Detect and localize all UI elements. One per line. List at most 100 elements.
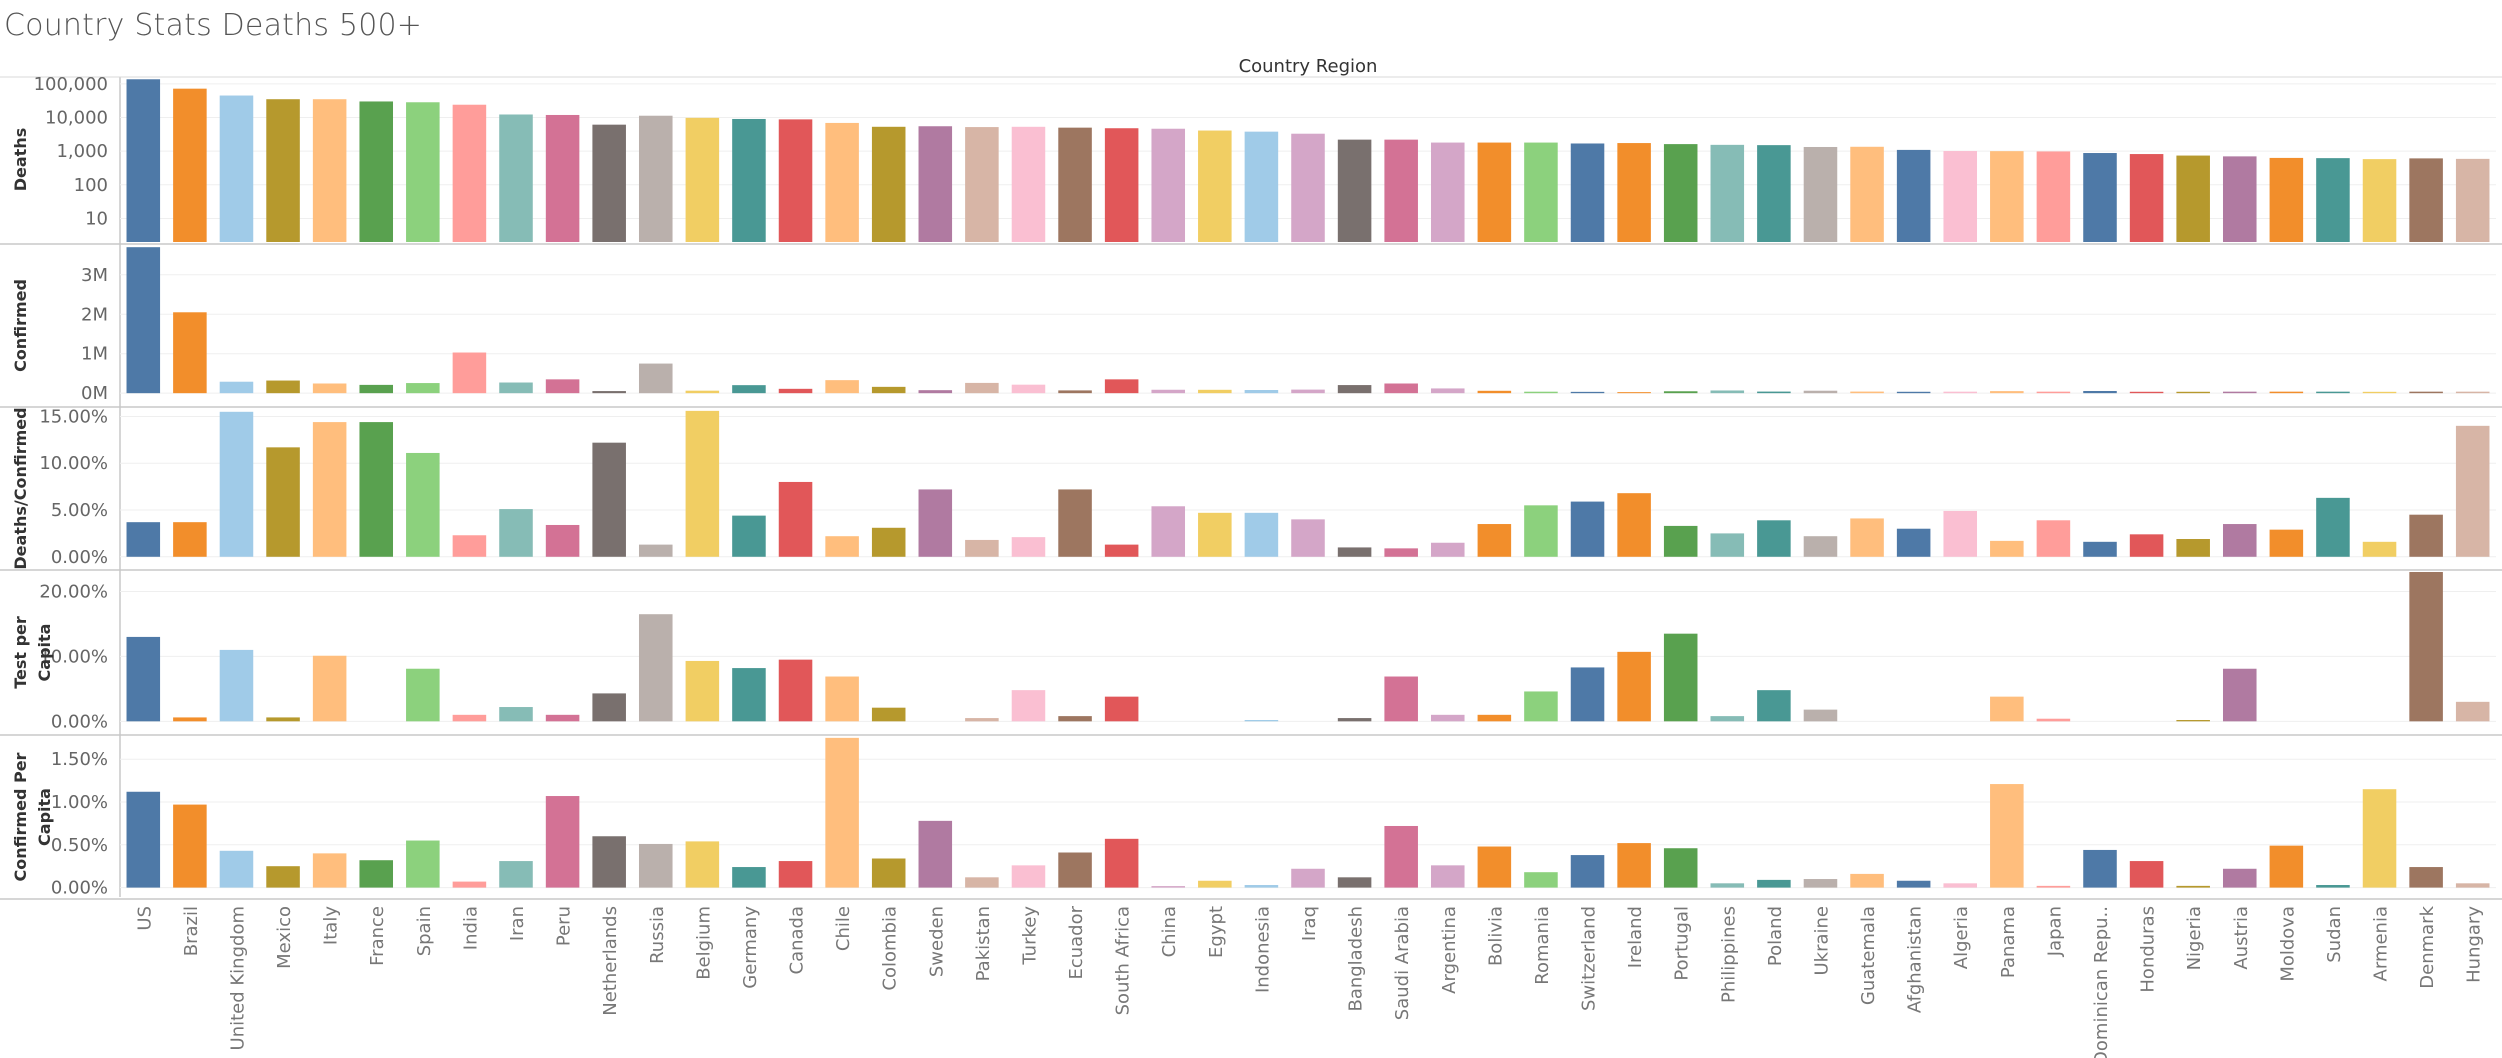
bar-deaths-austria — [2222, 156, 2257, 242]
bar-confirmed-italy — [312, 383, 347, 394]
bar-deaths-belgium — [685, 117, 720, 242]
bar-test-per-capita-japan — [2036, 718, 2071, 722]
bar-test-per-capita-saudi-arabia — [1384, 676, 1418, 722]
bar-deaths-hungary — [2455, 158, 2490, 242]
bar-test-per-capita-pakistan — [965, 718, 999, 722]
bar-confirmed-honduras — [2129, 391, 2164, 394]
bar-confirmed-per-capita-panama — [1990, 784, 2024, 888]
x-tick-label-china: China — [1159, 906, 1180, 957]
x-tick-label-mexico: Mexico — [274, 906, 295, 969]
bar-confirmed-nigeria — [2176, 391, 2210, 394]
bar-confirmed-moldova — [2269, 391, 2304, 394]
bar-confirmed-per-capita-sweden — [918, 820, 953, 888]
bar-deaths-confirmed-germany — [732, 515, 766, 557]
bar-deaths-canada — [778, 119, 813, 242]
bar-deaths-confirmed-indonesia — [1244, 512, 1279, 557]
bar-confirmed-per-capita-japan — [2036, 885, 2071, 888]
bar-deaths-confirmed-turkey — [1011, 537, 1046, 557]
bar-deaths-mexico — [266, 99, 300, 242]
bar-deaths-confirmed-egypt — [1198, 512, 1232, 557]
bar-confirmed-per-capita-bangladesh — [1337, 877, 1372, 888]
bar-confirmed-india — [452, 352, 487, 394]
bar-deaths-us — [126, 79, 161, 242]
bar-deaths-united-kingdom — [219, 95, 254, 243]
bar-deaths-chile — [825, 122, 859, 242]
bar-confirmed-netherlands — [592, 391, 626, 394]
bar-confirmed-per-capita-afghanistan — [1896, 880, 1931, 888]
bar-test-per-capita-ukraine — [1803, 709, 1838, 722]
bar-deaths-dominican-repu — [2083, 153, 2117, 242]
bar-deaths-iran — [499, 114, 533, 242]
bar-deaths-argentina — [1430, 142, 1465, 242]
bar-test-per-capita-united-kingdom — [219, 649, 254, 722]
bar-confirmed-guatemala — [1850, 391, 1884, 394]
bar-deaths-peru — [545, 114, 580, 242]
bar-confirmed-iran — [499, 382, 533, 394]
x-tick-label-us: US — [134, 906, 155, 931]
y-tick-label: 10.00% — [39, 646, 108, 667]
x-tick-label-brazil: Brazil — [181, 906, 202, 956]
y-tick-label: 2M — [81, 304, 108, 325]
bar-confirmed-mexico — [266, 380, 300, 394]
bar-deaths-romania — [1524, 142, 1558, 242]
x-tick-label-colombia: Colombia — [880, 906, 901, 991]
bar-confirmed-canada — [778, 388, 813, 394]
bar-confirmed-per-capita-peru — [545, 796, 580, 888]
bar-confirmed-per-capita-canada — [778, 861, 813, 888]
bar-deaths-honduras — [2129, 154, 2164, 242]
bar-deaths-confirmed-guatemala — [1850, 518, 1884, 557]
bar-deaths-confirmed-canada — [778, 481, 813, 557]
bar-deaths-sweden — [918, 126, 953, 242]
bar-deaths-japan — [2036, 151, 2071, 242]
bar-confirmed-indonesia — [1244, 390, 1279, 394]
bar-test-per-capita-canada — [778, 659, 813, 722]
bar-deaths-china — [1151, 128, 1186, 242]
bar-deaths-confirmed-denmark — [2409, 514, 2443, 557]
bar-confirmed-per-capita-saudi-arabia — [1384, 825, 1418, 888]
bar-test-per-capita-denmark — [2409, 572, 2443, 722]
bar-deaths-confirmed-ecuador — [1058, 489, 1092, 557]
x-tick-label-spain: Spain — [414, 906, 435, 956]
x-tick-label-saudi-arabia: Saudi Arabia — [1392, 906, 1413, 1020]
bar-confirmed-per-capita-italy — [312, 853, 347, 888]
bar-deaths-confirmed-peru — [545, 524, 580, 557]
bar-deaths-pakistan — [965, 127, 999, 242]
column-header: Country Region — [1238, 56, 1378, 77]
bar-deaths-confirmed-us — [126, 522, 161, 557]
x-tick-label-sweden: Sweden — [926, 906, 947, 977]
y-tick-label: 100,000 — [34, 74, 108, 95]
bar-deaths-ireland — [1617, 143, 1651, 242]
x-tick-label-romania: Romania — [1532, 906, 1553, 985]
bar-confirmed-colombia — [871, 386, 906, 394]
row-label-confirmed: Confirmed — [11, 279, 30, 372]
bar-deaths-confirmed-netherlands — [592, 442, 626, 557]
bar-confirmed-per-capita-spain — [406, 840, 440, 888]
bar-confirmed-peru — [545, 379, 580, 394]
bar-deaths-bolivia — [1477, 142, 1512, 242]
bar-confirmed-per-capita-hungary — [2455, 883, 2490, 888]
x-tick-label-philippines: Philippines — [1718, 906, 1739, 1003]
row-label-deaths-confirmed: Deaths/Confirmed — [11, 407, 30, 569]
bar-test-per-capita-iran — [499, 707, 533, 722]
bar-confirmed-armenia — [2362, 391, 2397, 394]
bar-test-per-capita-brazil — [173, 717, 207, 722]
x-tick-label-ireland: Ireland — [1625, 906, 1646, 968]
y-tick-label: 1M — [81, 344, 108, 365]
bar-deaths-confirmed-colombia — [871, 527, 906, 557]
bar-deaths-france — [359, 101, 394, 242]
x-tick-label-algeria: Algeria — [1951, 906, 1972, 969]
bar-confirmed-per-capita-guatemala — [1850, 873, 1884, 888]
bar-confirmed-sudan — [2316, 391, 2350, 394]
bar-deaths-confirmed-philippines — [1710, 533, 1745, 557]
x-tick-label-south-africa: South Africa — [1113, 906, 1134, 1015]
bar-confirmed-united-kingdom — [219, 381, 254, 394]
bar-confirmed-romania — [1524, 391, 1558, 394]
bar-confirmed-per-capita-ecuador — [1058, 852, 1092, 888]
x-tick-label-dominican-repu: Dominican Repu.. — [2091, 906, 2112, 1058]
bar-confirmed-per-capita-brazil — [173, 804, 207, 888]
y-tick-label: 1.00% — [51, 792, 108, 813]
bar-deaths-sudan — [2316, 158, 2350, 242]
bar-deaths-confirmed-iran — [499, 509, 533, 557]
bar-deaths-spain — [406, 102, 440, 242]
